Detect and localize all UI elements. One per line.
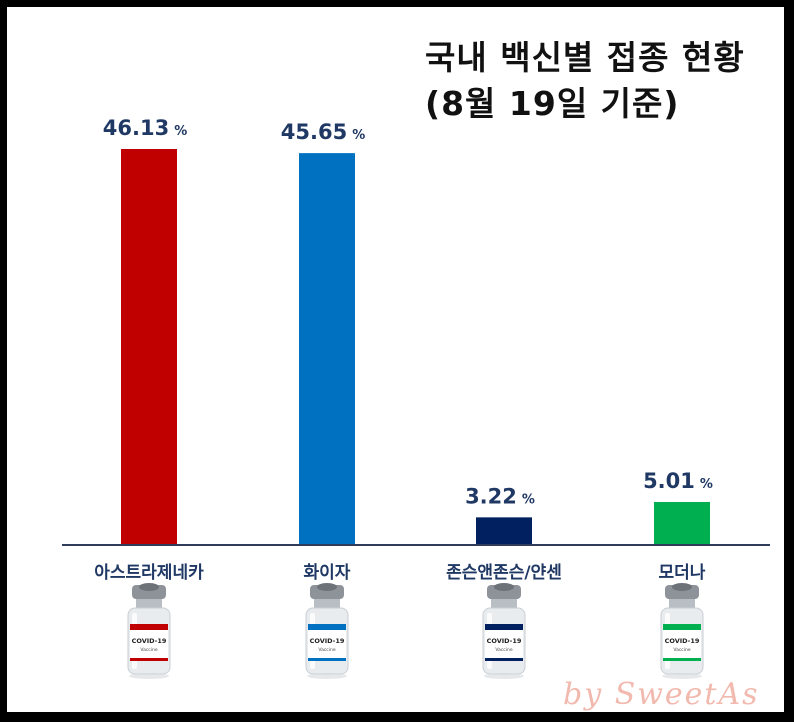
vial-label-line1-2: COVID-19 [310, 637, 345, 645]
vaccine-vial-icon-1: COVID-19 Vaccine [127, 583, 171, 679]
vaccine-vial-icon-4: COVID-19 Vaccine [660, 583, 704, 679]
value-label-3: 3.22% [465, 484, 535, 508]
vial-label-line2-2: Vaccine [318, 647, 336, 653]
vial-label-line2-1: Vaccine [140, 647, 158, 653]
category-label-2: 화이자 [304, 563, 351, 583]
bar-1 [121, 149, 177, 545]
vaccine-vial-icon-2: COVID-19 Vaccine [305, 583, 349, 679]
bar-4 [654, 501, 710, 545]
value-label-1: 46.13% [103, 116, 187, 140]
vaccine-vial-icon-3: COVID-19 Vaccine [482, 583, 526, 679]
watermark: by SweetAs [563, 677, 760, 712]
category-label-1: 아스트라제네카 [94, 563, 204, 583]
value-label-4: 5.01% [643, 469, 713, 493]
category-label-3: 존슨앤존슨/얀센 [446, 563, 562, 583]
chart-title-line-2: (8월 19일 기준) [425, 84, 680, 123]
chart-title: 국내 백신별 접종 현황 (8월 19일 기준) [425, 35, 745, 127]
value-label-2: 45.65% [281, 120, 365, 144]
vial-label-line2-3: Vaccine [495, 647, 513, 653]
bar-2 [299, 153, 355, 545]
category-label-4: 모더나 [659, 563, 706, 583]
chart-title-line-1: 국내 백신별 접종 현황 [425, 38, 745, 77]
vial-label-line1-3: COVID-19 [487, 637, 522, 645]
vial-label-line1-1: COVID-19 [132, 637, 167, 645]
bar-3 [476, 517, 532, 545]
vial-label-line2-4: Vaccine [673, 647, 691, 653]
vial-label-line1-4: COVID-19 [665, 637, 700, 645]
